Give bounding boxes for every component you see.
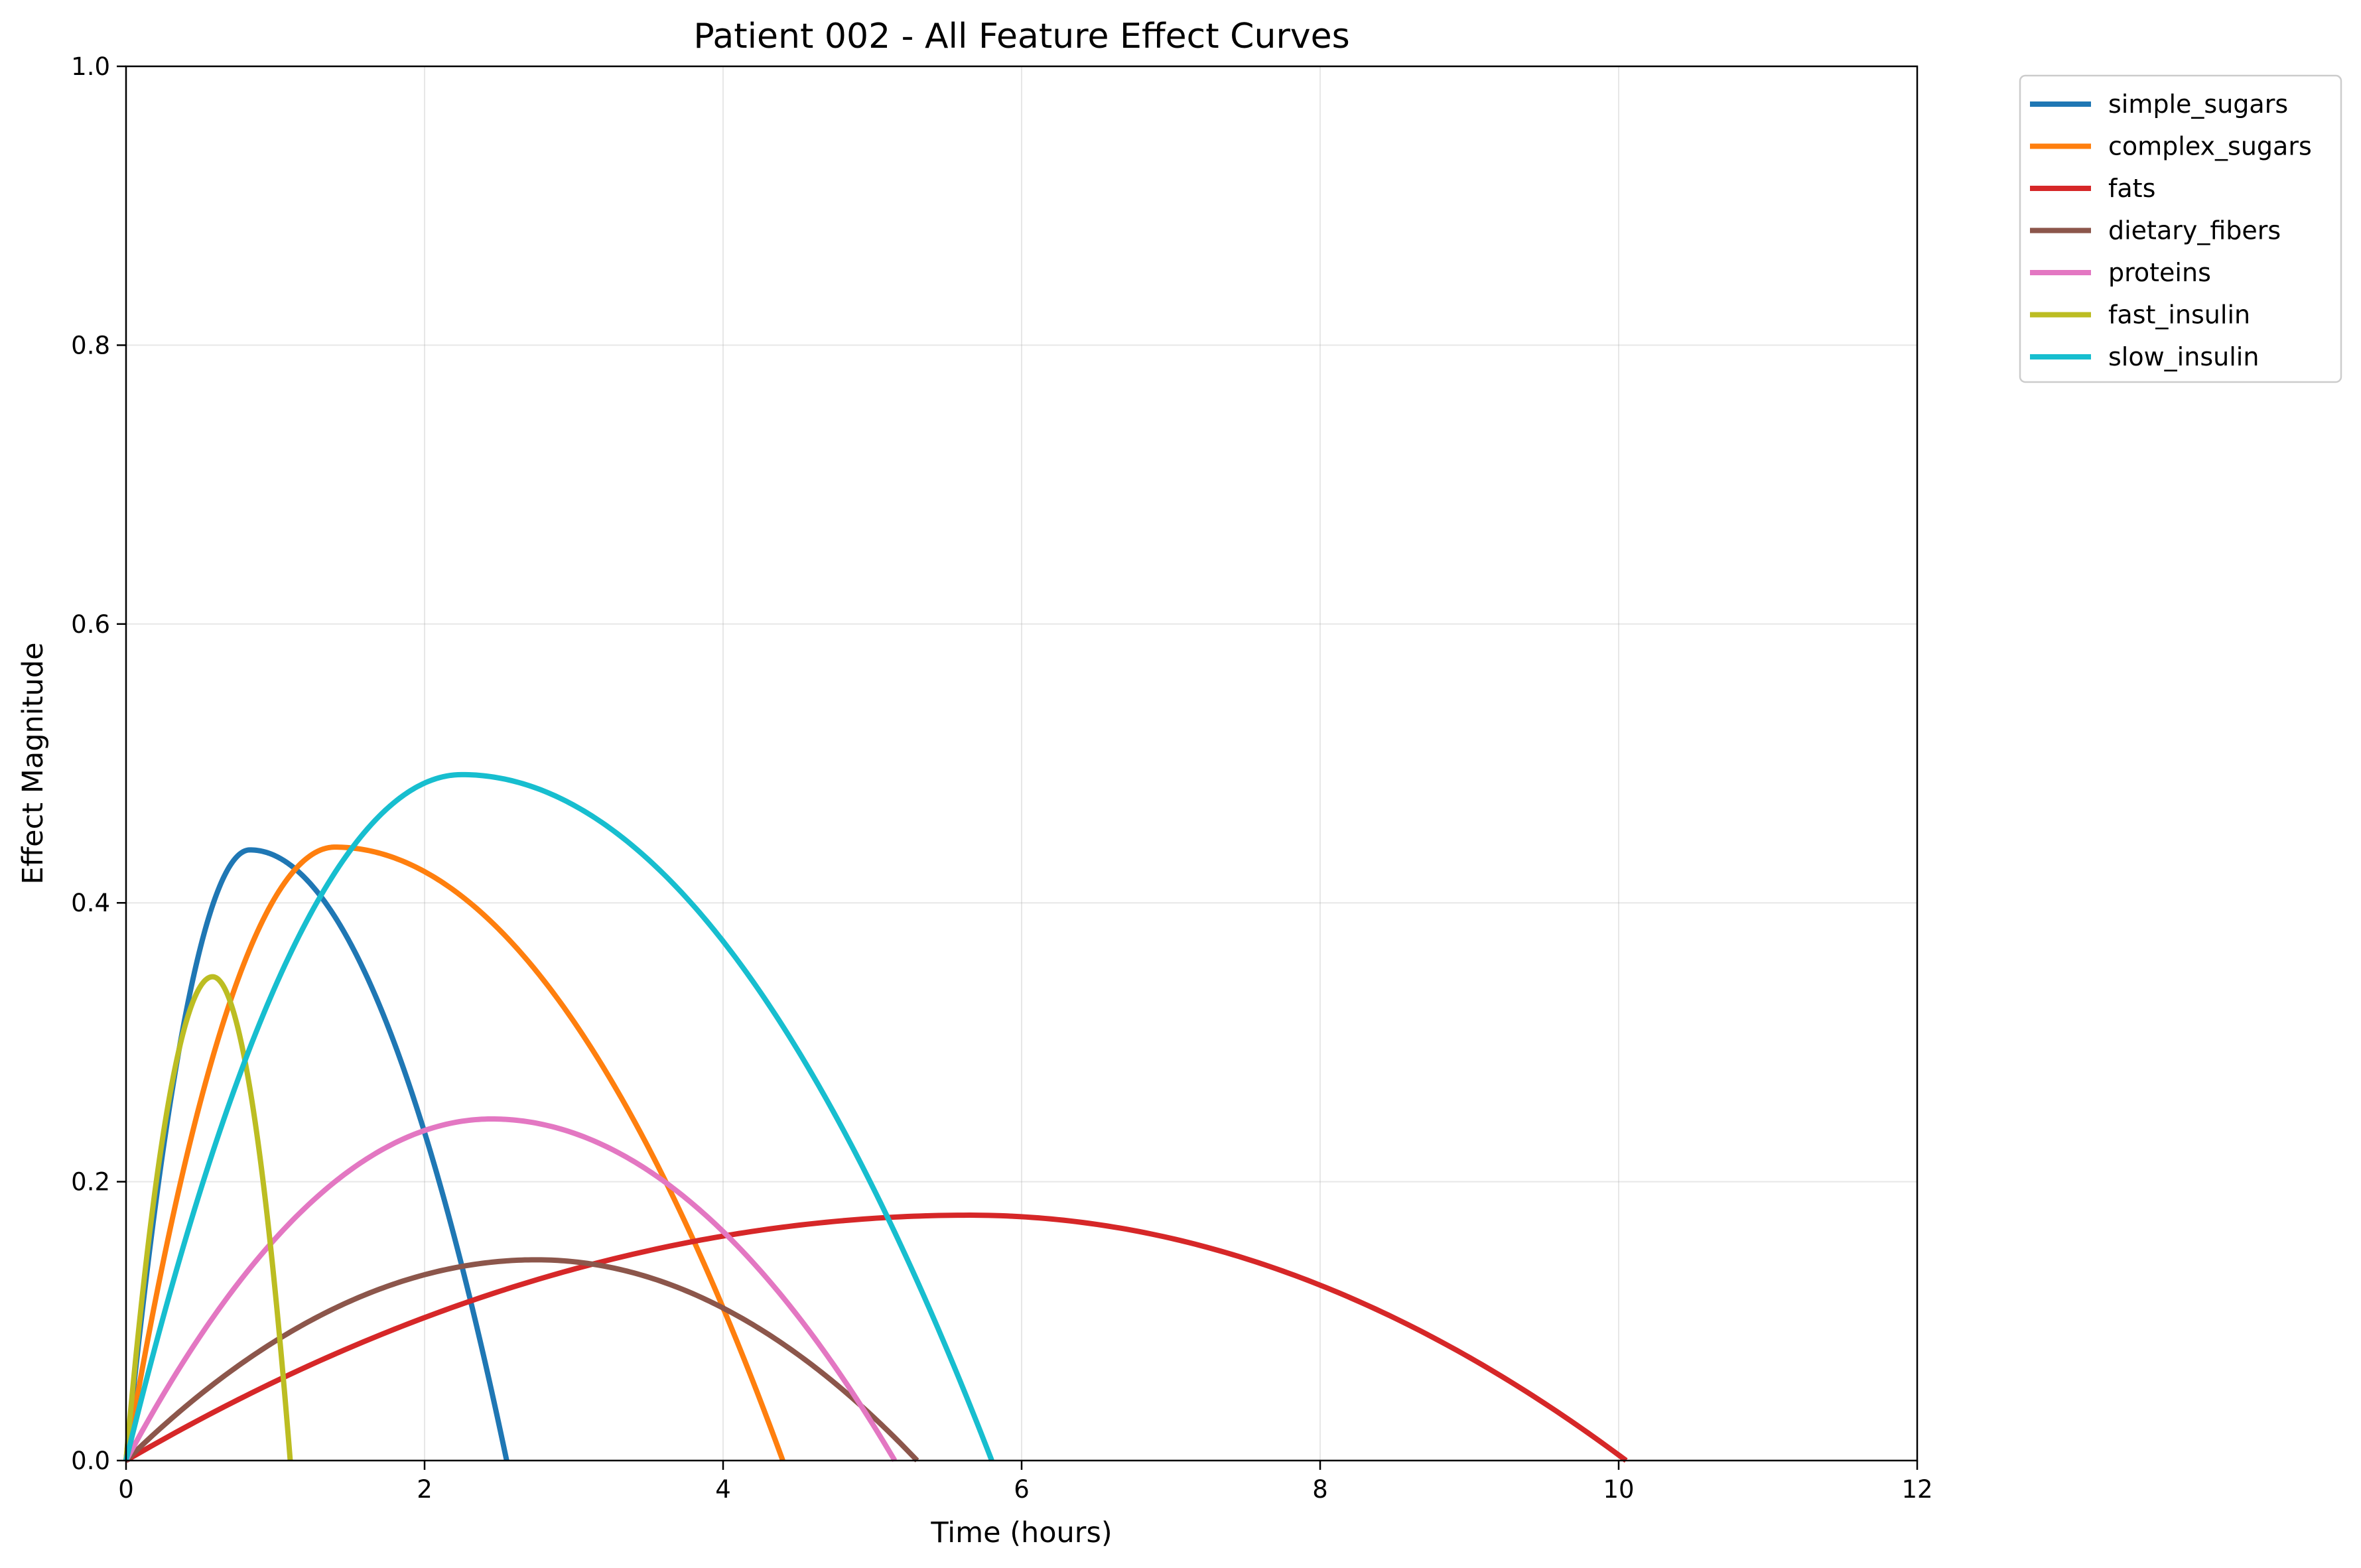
y-tick-label: 0.4 bbox=[71, 889, 110, 917]
y-tick-label: 0.0 bbox=[71, 1447, 110, 1475]
series-line-simple-sugars bbox=[123, 847, 509, 1461]
x-tick-label: 2 bbox=[417, 1475, 433, 1504]
legend-label-slow-insulin: slow_insulin bbox=[2108, 342, 2259, 371]
x-tick-label: 8 bbox=[1312, 1475, 1328, 1504]
y-tick-label: 0.2 bbox=[71, 1168, 110, 1197]
series-line-complex-sugars bbox=[123, 844, 785, 1462]
series-line-slow-insulin bbox=[123, 771, 994, 1462]
x-tick-label: 12 bbox=[1901, 1475, 1932, 1504]
plot-curves bbox=[123, 771, 1628, 1463]
y-tick-label: 1.0 bbox=[71, 52, 110, 81]
series-line-proteins bbox=[123, 1116, 898, 1463]
y-tick-label: 0.8 bbox=[71, 331, 110, 359]
x-tick-label: 0 bbox=[118, 1475, 134, 1504]
x-axis-label: Time (hours) bbox=[930, 1516, 1112, 1549]
y-axis-label: Effect Magnitude bbox=[17, 642, 50, 884]
series-line-fats bbox=[124, 1212, 1628, 1463]
series-line-dietary-fibers bbox=[124, 1257, 919, 1463]
legend-box bbox=[2019, 74, 2342, 383]
legend-label-simple-sugars: simple_sugars bbox=[2108, 90, 2288, 119]
chart-title: Patient 002 - All Feature Effect Curves bbox=[693, 17, 1349, 56]
legend-label-proteins: proteins bbox=[2108, 258, 2211, 287]
legend-label-fats: fats bbox=[2108, 174, 2155, 203]
legend-label-fast-insulin: fast_insulin bbox=[2108, 300, 2250, 330]
legend-label-complex-sugars: complex_sugars bbox=[2108, 132, 2312, 161]
series-line-fast-insulin bbox=[123, 974, 293, 1461]
legend-label-dietary-fibers: dietary_fibers bbox=[2108, 216, 2281, 245]
axis-ticks: 0 2 4 6 8 10 12 0.0 0.2 0.4 0.6 0.8 1.0 bbox=[71, 52, 1932, 1504]
y-tick-label: 0.6 bbox=[71, 610, 110, 639]
x-tick-label: 4 bbox=[715, 1475, 731, 1504]
x-tick-label: 6 bbox=[1014, 1475, 1030, 1504]
x-tick-label: 10 bbox=[1603, 1475, 1634, 1504]
